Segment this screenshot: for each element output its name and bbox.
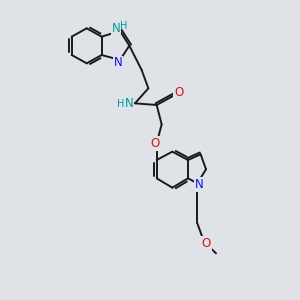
Text: N: N: [195, 178, 204, 191]
Text: O: O: [150, 137, 159, 150]
Text: H: H: [117, 99, 125, 109]
Text: O: O: [174, 86, 184, 99]
Text: H: H: [120, 21, 128, 31]
Text: N: N: [124, 97, 134, 110]
Text: O: O: [201, 237, 211, 250]
Text: N: N: [114, 56, 122, 70]
Text: N: N: [112, 22, 120, 35]
